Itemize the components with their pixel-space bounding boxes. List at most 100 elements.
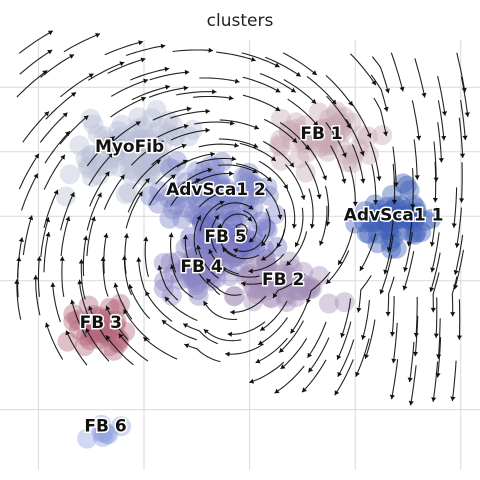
streamline bbox=[306, 271, 331, 304]
cell-point bbox=[281, 130, 302, 151]
streamline bbox=[282, 52, 318, 76]
stream-arrow bbox=[45, 232, 51, 237]
streamline bbox=[350, 53, 377, 86]
stream-arrow bbox=[451, 223, 457, 228]
cell-point bbox=[204, 253, 225, 274]
stream-arrow bbox=[170, 174, 176, 180]
cell-point bbox=[88, 154, 109, 175]
streamline bbox=[45, 91, 77, 120]
stream-arrow bbox=[184, 69, 190, 75]
cell-point bbox=[99, 314, 120, 335]
streamline bbox=[18, 30, 54, 54]
streamline bbox=[242, 209, 258, 243]
stream-arrow bbox=[140, 57, 146, 63]
stream-arrow bbox=[103, 233, 109, 238]
cell-point bbox=[214, 180, 235, 201]
streamline bbox=[403, 232, 413, 272]
stream-arrow bbox=[97, 192, 102, 198]
streamline bbox=[259, 300, 288, 332]
stream-arrow bbox=[157, 265, 163, 271]
streamline bbox=[286, 189, 296, 229]
stream-arrow bbox=[233, 248, 239, 253]
streamline bbox=[413, 139, 418, 180]
streamline bbox=[215, 202, 254, 211]
cell-point bbox=[233, 195, 254, 216]
stream-arrow bbox=[389, 394, 395, 400]
stream-arrow bbox=[47, 30, 53, 36]
stream-arrow bbox=[348, 100, 353, 106]
streamline bbox=[306, 76, 337, 105]
cell-point bbox=[80, 144, 101, 165]
cell-point bbox=[356, 223, 377, 244]
cell-point bbox=[367, 233, 388, 254]
streamline bbox=[20, 173, 39, 211]
cell-point bbox=[179, 268, 200, 289]
cell-point bbox=[310, 120, 331, 141]
streamline bbox=[80, 259, 86, 300]
cell-point bbox=[376, 204, 397, 224]
cell-point bbox=[188, 285, 209, 306]
streamline bbox=[260, 184, 281, 220]
stream-arrow bbox=[145, 291, 150, 297]
streamline bbox=[410, 365, 417, 406]
stream-arrow bbox=[309, 223, 315, 229]
cell-point bbox=[406, 205, 426, 226]
stream-arrow bbox=[307, 352, 312, 358]
stream-arrow bbox=[196, 215, 201, 221]
cell-point bbox=[233, 166, 254, 187]
streamline bbox=[384, 234, 394, 275]
cell-point bbox=[206, 181, 227, 201]
streamline bbox=[103, 233, 108, 274]
streamline bbox=[123, 255, 133, 296]
streamline bbox=[198, 143, 239, 148]
cell-point bbox=[55, 186, 76, 207]
stream-arrow bbox=[266, 176, 272, 182]
stream-arrow bbox=[373, 200, 379, 205]
cluster-label-myofib: MyoFib bbox=[95, 137, 164, 157]
cell-point bbox=[319, 108, 340, 129]
cell-point bbox=[187, 248, 208, 269]
streamline bbox=[272, 273, 305, 299]
cell-point bbox=[289, 280, 309, 301]
cell-point bbox=[220, 196, 241, 216]
cell-point bbox=[196, 181, 217, 202]
cell-point bbox=[98, 156, 119, 177]
cell-point bbox=[271, 264, 292, 285]
stream-arrow bbox=[234, 78, 240, 84]
cell-point bbox=[224, 187, 245, 208]
streamline bbox=[105, 305, 129, 340]
cell-point bbox=[163, 115, 184, 136]
cell-point bbox=[145, 123, 166, 144]
cell-point bbox=[186, 161, 207, 182]
cell-point bbox=[127, 129, 148, 150]
stream-arrow bbox=[383, 131, 388, 137]
cell-point bbox=[198, 234, 219, 255]
streamline bbox=[283, 79, 317, 105]
streamline bbox=[334, 359, 354, 396]
streamline bbox=[241, 52, 280, 68]
cell-point bbox=[238, 205, 259, 226]
stream-arrow bbox=[208, 249, 214, 255]
cell-point bbox=[386, 197, 407, 218]
stream-arrow bbox=[60, 154, 65, 160]
cell-point bbox=[137, 157, 158, 178]
stream-arrow bbox=[253, 143, 259, 148]
stream-arrow bbox=[292, 137, 297, 143]
cell-point bbox=[200, 255, 221, 276]
stream-arrow bbox=[109, 136, 115, 142]
streamline bbox=[407, 205, 414, 247]
cell-point bbox=[230, 180, 250, 200]
streamline bbox=[437, 75, 446, 116]
stream-arrow bbox=[300, 195, 306, 200]
stream-arrow bbox=[295, 71, 301, 77]
stream-arrow bbox=[184, 343, 190, 349]
cell-point bbox=[212, 151, 233, 172]
stream-arrow bbox=[359, 265, 365, 271]
streamline bbox=[118, 333, 149, 362]
cell-point bbox=[295, 162, 316, 183]
stream-arrow bbox=[441, 135, 447, 141]
stream-arrow bbox=[18, 237, 24, 242]
streamline bbox=[110, 79, 149, 97]
cell-point bbox=[405, 207, 426, 228]
stream-arrow bbox=[430, 307, 436, 313]
